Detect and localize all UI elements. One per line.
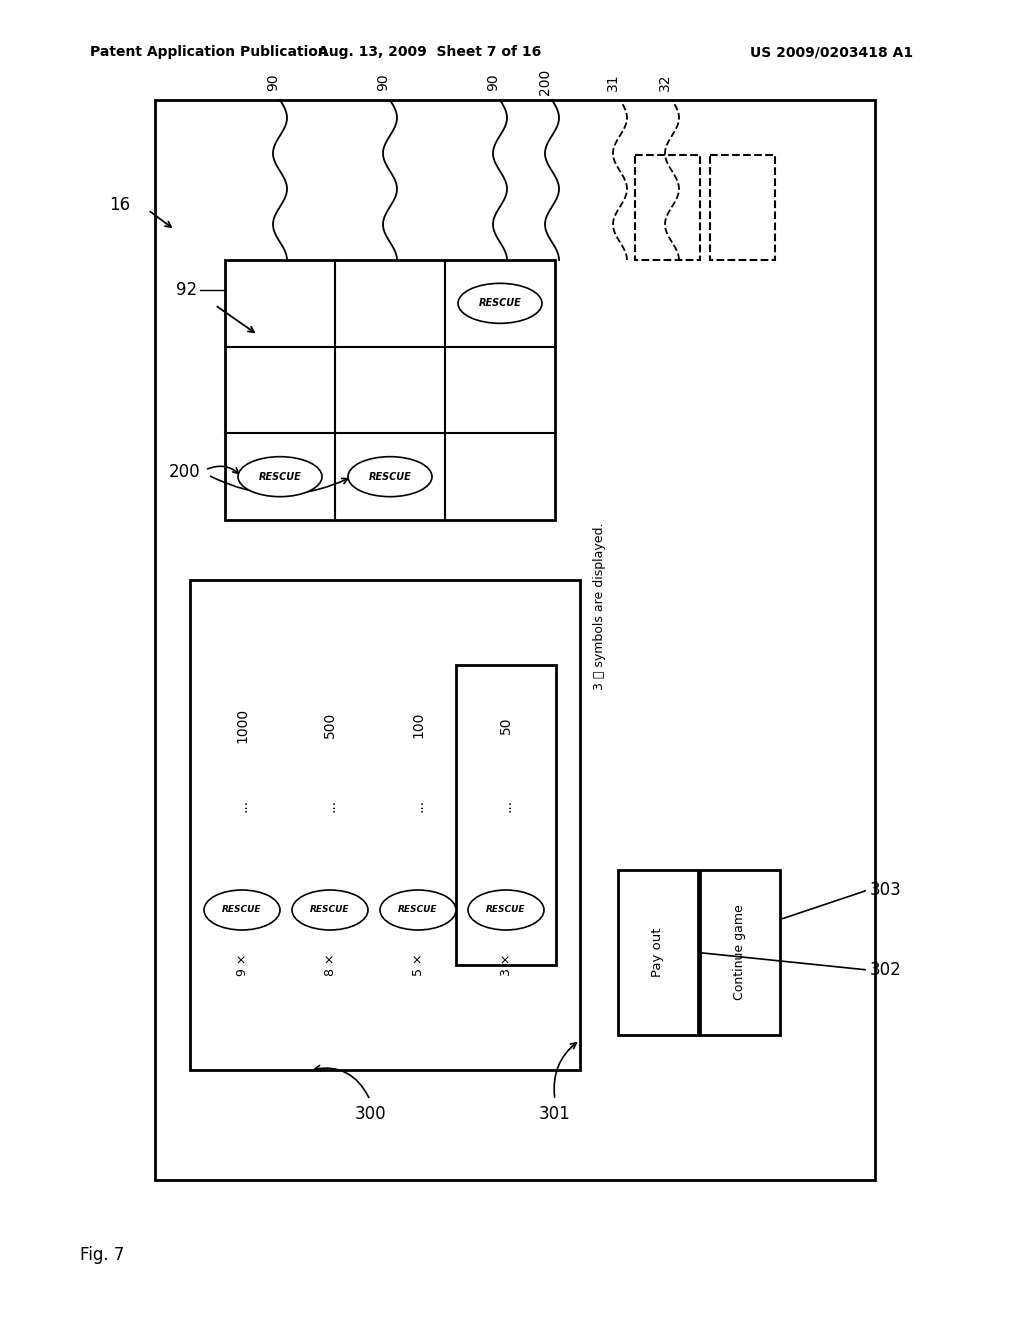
Text: 500: 500	[323, 711, 337, 738]
Ellipse shape	[380, 890, 456, 931]
Text: ...: ...	[411, 799, 425, 812]
Text: 31: 31	[606, 73, 620, 91]
Ellipse shape	[292, 890, 368, 931]
Text: 303: 303	[870, 880, 902, 899]
Text: RESCUE: RESCUE	[398, 906, 437, 915]
Text: Continue game: Continue game	[733, 904, 746, 1001]
Bar	[155, 100, 874, 1180]
Text: RESCUE: RESCUE	[310, 906, 350, 915]
Text: 200: 200	[538, 69, 552, 95]
Text: 302: 302	[870, 961, 902, 979]
Text: 300: 300	[354, 1105, 386, 1123]
Text: ...: ...	[323, 799, 337, 812]
Text: 90: 90	[486, 73, 500, 91]
Text: 92: 92	[176, 281, 197, 300]
Text: Aug. 13, 2009  Sheet 7 of 16: Aug. 13, 2009 Sheet 7 of 16	[318, 45, 542, 59]
Text: ...: ...	[234, 799, 249, 812]
Text: Patent Application Publication: Patent Application Publication	[90, 45, 328, 59]
Text: RESCUE: RESCUE	[369, 471, 412, 482]
Text: 8 ×: 8 ×	[324, 954, 337, 977]
Text: 16: 16	[109, 195, 130, 214]
Ellipse shape	[204, 890, 280, 931]
Text: 301: 301	[539, 1105, 570, 1123]
Ellipse shape	[238, 457, 322, 496]
Text: RESCUE: RESCUE	[478, 298, 521, 309]
Bar	[225, 260, 555, 520]
Text: 90: 90	[376, 73, 390, 91]
Bar	[710, 154, 775, 260]
Text: 100: 100	[411, 711, 425, 738]
Text: ...: ...	[499, 799, 513, 812]
Bar	[700, 870, 780, 1035]
Text: RESCUE: RESCUE	[259, 471, 301, 482]
Bar	[618, 870, 698, 1035]
Text: 1000: 1000	[234, 708, 249, 743]
Text: 3 ×: 3 ×	[500, 954, 512, 977]
Text: 90: 90	[266, 73, 280, 91]
Text: Pay out: Pay out	[651, 928, 665, 977]
Ellipse shape	[458, 284, 542, 323]
Bar	[190, 579, 580, 1071]
Text: RESCUE: RESCUE	[222, 906, 262, 915]
Text: RESCUE: RESCUE	[486, 906, 525, 915]
Text: 3 Ⓡ symbols are displayed.: 3 Ⓡ symbols are displayed.	[594, 523, 606, 690]
Text: 5 ×: 5 ×	[412, 954, 425, 977]
Ellipse shape	[348, 457, 432, 496]
Text: 32: 32	[658, 73, 672, 91]
Text: US 2009/0203418 A1: US 2009/0203418 A1	[750, 45, 913, 59]
Ellipse shape	[468, 890, 544, 931]
Bar	[456, 665, 556, 965]
Text: 200: 200	[168, 463, 200, 480]
Text: 50: 50	[499, 717, 513, 734]
Text: Fig. 7: Fig. 7	[80, 1246, 124, 1265]
Bar	[635, 154, 700, 260]
Text: 9 ×: 9 ×	[236, 954, 249, 977]
